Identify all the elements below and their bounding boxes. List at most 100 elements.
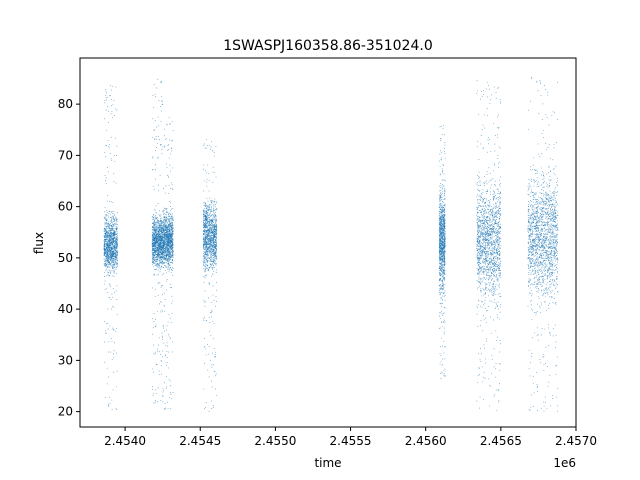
data-point [169,225,171,227]
data-point [154,252,156,254]
data-point [205,241,207,243]
data-point [158,237,160,238]
data-point [204,408,205,410]
data-point [162,259,164,261]
data-point [106,292,108,293]
data-point [214,247,216,249]
data-point [209,218,211,220]
data-point [206,138,207,140]
data-point [213,242,214,244]
data-point [172,237,173,239]
data-point [168,250,170,252]
data-point [105,232,107,234]
data-point [207,164,209,166]
data-point [205,148,207,149]
data-point [114,219,116,221]
data-point [209,214,210,216]
data-point [213,211,215,213]
data-point [171,351,173,353]
data-point [154,150,156,151]
data-point [207,248,209,250]
data-point [204,222,206,224]
data-point [215,296,217,298]
data-point [151,240,153,242]
data-point [157,250,159,252]
data-point [156,262,158,264]
data-point [208,206,210,208]
data-point [212,223,214,225]
data-point [216,258,217,259]
data-point [151,251,153,253]
data-point [106,265,108,267]
data-point [155,263,157,265]
data-point [153,274,155,276]
data-point [167,250,169,252]
data-point [113,257,115,259]
data-point [210,255,212,257]
data-point [211,302,213,304]
data-point [203,264,205,265]
data-point [169,217,171,219]
data-point [210,222,212,224]
data-point [107,226,109,228]
data-point [166,262,167,263]
data-point [215,244,217,246]
data-point [112,104,114,106]
data-point [205,224,207,225]
data-point [152,224,154,226]
data-point [202,276,204,278]
data-point [214,267,215,268]
data-point [111,259,113,261]
data-point [214,255,216,257]
data-point [112,252,114,254]
data-point [103,216,105,218]
data-point [156,244,158,246]
data-point [208,221,209,223]
data-point [160,229,162,231]
data-point [213,234,215,236]
data-point [172,256,174,258]
data-point [108,283,110,285]
data-point [205,320,207,322]
data-point [157,266,158,268]
data-point [209,231,211,233]
data-point [210,263,212,265]
data-point [167,223,169,225]
data-point [110,257,112,259]
data-point [167,257,168,259]
data-point [113,244,115,246]
data-point [105,230,107,232]
data-point [109,254,111,256]
data-point [108,252,110,254]
data-point [111,239,113,241]
data-point [107,140,109,142]
data-point [107,328,109,330]
data-point [205,233,207,235]
data-point [168,379,170,380]
data-point [116,254,118,256]
data-point [112,264,114,265]
data-point [153,242,155,244]
data-point [164,145,166,147]
data-point [109,403,111,405]
data-point [213,237,215,238]
data-point [109,222,111,224]
data-point [160,221,162,223]
data-point [166,216,168,218]
data-point [162,226,164,228]
data-point [107,248,109,249]
data-point [205,262,207,264]
data-point [211,225,212,227]
data-point [115,233,117,235]
data-point [170,321,172,323]
data-point [171,150,173,152]
data-point [113,262,115,264]
data-point [106,218,108,220]
data-point [213,219,215,221]
data-point [203,246,205,248]
data-point [108,396,110,398]
data-point [117,242,118,244]
data-point [113,250,115,252]
data-point [112,245,114,247]
data-point [215,375,217,377]
